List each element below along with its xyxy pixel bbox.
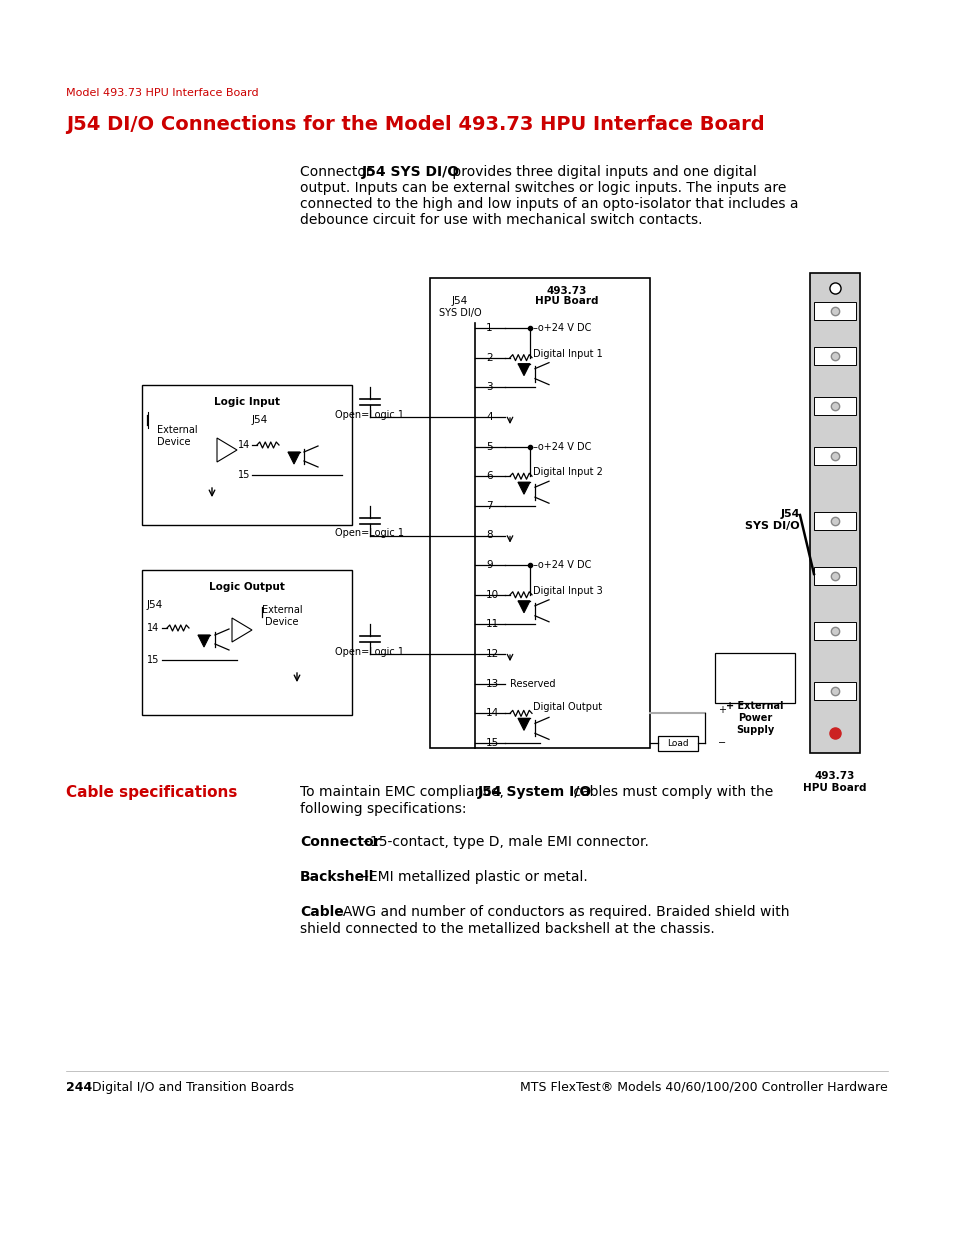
Text: Connector: Connector [299,835,380,848]
Polygon shape [517,363,530,375]
Polygon shape [232,618,252,642]
Polygon shape [517,600,530,613]
Bar [813,567,855,585]
Text: Digital Output: Digital Output [533,703,601,713]
Text: Reserved: Reserved [510,679,555,689]
Text: 4: 4 [485,412,492,422]
Text: Cable specifications: Cable specifications [66,785,237,800]
Text: shield connected to the metallized backshell at the chassis.: shield connected to the metallized backs… [299,923,714,936]
Text: 6: 6 [485,472,492,482]
Text: 2: 2 [485,353,492,363]
Text: Cable: Cable [299,905,343,919]
Text: Logic Output: Logic Output [209,582,285,592]
Text: J54 System I/O: J54 System I/O [477,785,592,799]
Text: 7: 7 [485,501,492,511]
Text: Logic Input: Logic Input [213,396,280,408]
Text: Device: Device [265,618,298,627]
Text: 493.73
HPU Board: 493.73 HPU Board [802,771,866,793]
Text: Device: Device [157,437,191,447]
Text: SYS DI/O: SYS DI/O [438,308,481,317]
Bar [813,396,855,415]
Text: Open=Logic 1: Open=Logic 1 [335,410,403,420]
Text: 493.73: 493.73 [546,287,586,296]
Text: To maintain EMC compliance,: To maintain EMC compliance, [299,785,508,799]
Bar [142,385,352,525]
Text: Open=Logic 1: Open=Logic 1 [335,647,403,657]
Text: debounce circuit for use with mechanical switch contacts.: debounce circuit for use with mechanical… [299,212,701,227]
Bar [813,303,855,320]
Text: +: + [718,705,725,715]
Bar [430,278,649,748]
Text: HPU Board: HPU Board [534,296,598,306]
Text: connected to the high and low inputs of an opto-isolator that includes a: connected to the high and low inputs of … [299,198,798,211]
Text: J54: J54 [147,600,163,610]
Text: output. Inputs can be external switches or logic inputs. The inputs are: output. Inputs can be external switches … [299,182,785,195]
Bar [658,736,698,751]
Text: –o+24 V DC: –o+24 V DC [533,561,591,571]
Polygon shape [517,719,530,730]
Bar [813,347,855,366]
Text: Connector: Connector [299,165,375,179]
Text: –AWG and number of conductors as required. Braided shield with: –AWG and number of conductors as require… [335,905,789,919]
Text: 12: 12 [485,650,498,659]
Text: Digital Input 2: Digital Input 2 [533,467,602,477]
Text: 13: 13 [485,679,498,689]
Text: cables must comply with the: cables must comply with the [568,785,773,799]
Text: Backshell: Backshell [299,869,374,884]
Text: 1: 1 [485,324,492,333]
Text: 11: 11 [485,620,498,630]
Text: J54: J54 [252,415,268,425]
Text: 9: 9 [485,561,492,571]
Text: External: External [261,605,302,615]
Text: 244: 244 [66,1081,92,1094]
Text: 15: 15 [147,655,159,664]
Text: 14: 14 [147,622,159,634]
Polygon shape [517,482,530,494]
Text: J54: J54 [452,296,468,306]
Text: –o+24 V DC: –o+24 V DC [533,442,591,452]
Polygon shape [216,438,236,462]
Text: 8: 8 [485,531,492,541]
Bar [813,447,855,466]
Bar [714,653,794,704]
Text: –EMI metallized plastic or metal.: –EMI metallized plastic or metal. [361,869,587,884]
Bar [813,622,855,640]
Polygon shape [288,452,299,464]
Text: 3: 3 [485,383,492,393]
Bar [813,682,855,700]
Text: Open=Logic 1: Open=Logic 1 [335,529,403,538]
Text: J54
SYS DI/O: J54 SYS DI/O [744,509,800,531]
Text: following specifications:: following specifications: [299,802,466,816]
Text: Supply: Supply [735,725,773,735]
Bar [809,273,859,753]
Text: MTS FlexTest® Models 40/60/100/200 Controller Hardware: MTS FlexTest® Models 40/60/100/200 Contr… [519,1081,887,1094]
Text: J54 DI/O Connections for the Model 493.73 HPU Interface Board: J54 DI/O Connections for the Model 493.7… [66,115,763,135]
Text: Model 493.73 HPU Interface Board: Model 493.73 HPU Interface Board [66,88,258,98]
Text: 15: 15 [237,471,250,480]
Text: provides three digital inputs and one digital: provides three digital inputs and one di… [448,165,756,179]
Text: Digital I/O and Transition Boards: Digital I/O and Transition Boards [91,1081,294,1094]
Bar [142,571,352,715]
Text: Digital Input 3: Digital Input 3 [533,585,602,595]
Text: –15-contact, type D, male EMI connector.: –15-contact, type D, male EMI connector. [363,835,648,848]
Text: + External: + External [725,701,783,711]
Text: 15: 15 [485,739,498,748]
Text: Power: Power [737,714,771,724]
Text: 5: 5 [485,442,492,452]
Text: 10: 10 [485,590,498,600]
Text: 14: 14 [485,709,498,719]
Polygon shape [198,635,210,647]
Text: J54 SYS DI/O: J54 SYS DI/O [361,165,459,179]
Text: –o+24 V DC: –o+24 V DC [533,324,591,333]
Text: Load: Load [666,740,688,748]
Text: 14: 14 [237,440,250,450]
Bar [813,513,855,530]
Text: Digital Input 1: Digital Input 1 [533,348,602,358]
Text: −: − [718,739,725,748]
Text: External: External [157,425,197,435]
